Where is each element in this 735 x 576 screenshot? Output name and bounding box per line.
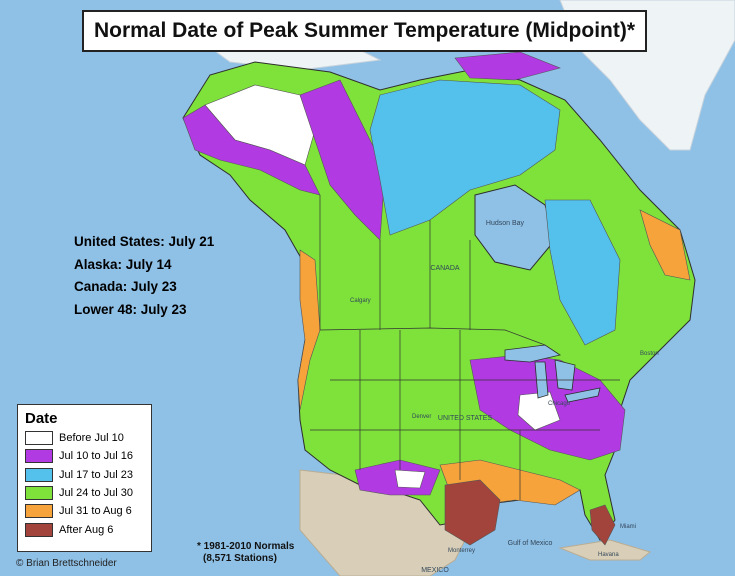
southwest-white-zone: [394, 469, 426, 489]
legend: Date Before Jul 10 Jul 10 to Jul 16 Jul …: [17, 404, 152, 552]
map-label-calgary: Calgary: [350, 298, 371, 304]
map-label-united-states: UNITED STATES: [438, 415, 493, 422]
legend-label: Before Jul 10: [59, 432, 124, 445]
legend-item: Jul 17 to Jul 23: [25, 466, 151, 484]
map-label-monterrey: Monterrey: [448, 548, 475, 554]
legend-item: Before Jul 10: [25, 429, 151, 447]
map-label-miami: Miami: [620, 524, 636, 530]
lake-erie: [564, 387, 601, 403]
legend-label: Jul 24 to Jul 30: [59, 487, 133, 500]
legend-label: Jul 17 to Jul 23: [59, 468, 133, 481]
legend-item: Jul 10 to Jul 16: [25, 447, 151, 465]
legend-swatch: [25, 431, 53, 446]
boundary-lines: [310, 195, 620, 500]
map-label-havana: Havana: [598, 552, 619, 558]
texas-brown-zone: [444, 479, 501, 546]
legend-label: After Aug 6: [59, 523, 114, 536]
footnote: * 1981-2010 Normals (8,571 Stations): [197, 541, 294, 565]
summary-canada: Canada: July 23: [74, 279, 177, 294]
legend-item: Jul 31 to Aug 6: [25, 502, 151, 520]
lake-huron: [554, 359, 576, 391]
footnote-stations: (8,571 Stations): [203, 553, 277, 564]
legend-swatch: [25, 449, 53, 464]
lake-superior: [504, 344, 561, 363]
legend-label: Jul 31 to Aug 6: [59, 505, 132, 518]
florida-brown-zone: [589, 504, 616, 546]
quebec-blue: [544, 199, 621, 346]
map-label-hudson-bay: Hudson Bay: [486, 220, 525, 227]
map-label-chicago: Chicago: [548, 401, 571, 407]
legend-item: Jul 24 to Jul 30: [25, 484, 151, 502]
map-label-gulf-of-mexico: Gulf of Mexico: [508, 540, 553, 547]
credit: © Brian Brettschneider: [16, 558, 117, 569]
legend-swatch: [25, 467, 53, 482]
map-title: Normal Date of Peak Summer Temperature (…: [93, 19, 636, 42]
footnote-normals: * 1981-2010 Normals: [197, 541, 295, 552]
hudson-bay-water: [474, 184, 556, 271]
summary-lower-48: Lower 48: July 23: [74, 301, 187, 317]
map-label-denver: Denver: [412, 414, 431, 420]
northern-canada-blue: [369, 79, 561, 236]
summary-alaska: Alaska: July 14: [74, 256, 172, 272]
map-label-boston: Boston: [640, 351, 659, 357]
labrador-orange: [639, 209, 691, 281]
legend-label: Jul 10 to Jul 16: [59, 450, 133, 463]
legend-item: After Aug 6: [25, 520, 151, 538]
pacific-coast-orange: [297, 249, 321, 411]
legend-swatch: [25, 486, 53, 501]
legend-swatch: [25, 504, 53, 519]
legend-title: Date: [25, 410, 58, 427]
arctic-island-purple: [454, 51, 561, 81]
map-title-box: Normal Date of Peak Summer Temperature (…: [82, 10, 647, 52]
map-label-mexico: MEXICO: [421, 567, 449, 574]
map-label-canada: CANADA: [430, 265, 460, 272]
legend-swatch: [25, 522, 53, 537]
summary-united-states: United States: July 21: [74, 234, 215, 249]
summary-block: United States: July 21 Alaska: July 14 C…: [74, 231, 214, 321]
